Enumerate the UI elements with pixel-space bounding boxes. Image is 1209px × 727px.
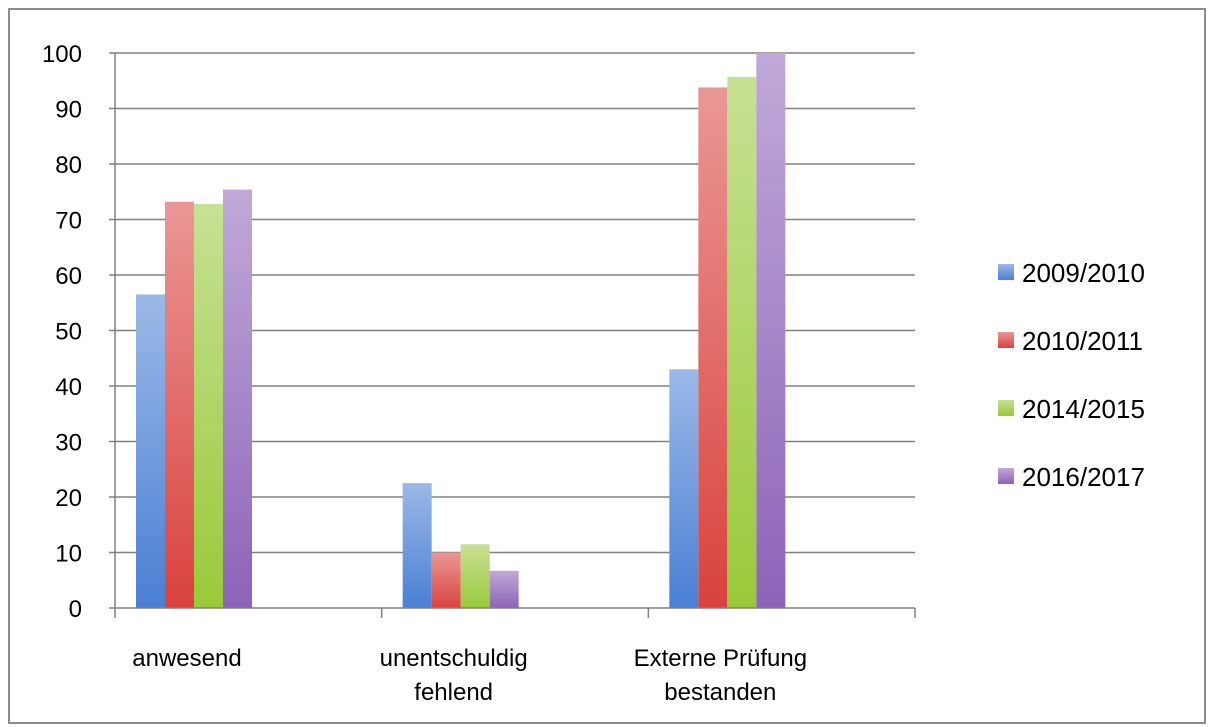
y-tick-label: 20 [55, 485, 82, 512]
bar [402, 483, 432, 608]
y-tick-label: 100 [42, 41, 82, 68]
axes: 0 10 20 30 40 50 60 70 80 90 100 anwesend unentschul… [42, 41, 916, 706]
y-tick-label: 0 [69, 596, 82, 623]
y-tick-label: 70 [55, 208, 82, 235]
legend: 2009/2010 2010/2011 2014/2015 2016/2017 [998, 258, 1145, 492]
legend-label: 2014/2015 [1022, 394, 1145, 424]
legend-swatch [998, 468, 1014, 484]
bar [165, 201, 194, 609]
x-tick-label: Externe Prüfung [634, 645, 807, 672]
bar [223, 189, 252, 608]
legend-swatch [998, 332, 1014, 348]
bar [698, 87, 728, 608]
y-tick-label: 60 [55, 263, 82, 290]
bar [727, 76, 757, 609]
y-tick-label: 30 [55, 430, 82, 457]
x-tick-label: anwesend [132, 645, 241, 672]
y-tick-label: 90 [55, 97, 82, 124]
legend-label: 2009/2010 [1022, 258, 1145, 288]
y-tick-label: 50 [55, 319, 82, 346]
bar [194, 203, 223, 608]
bar [669, 369, 699, 608]
legend-swatch [998, 400, 1014, 416]
x-tick-label: bestanden [664, 679, 776, 706]
bars [136, 53, 786, 609]
y-tick-label: 40 [55, 374, 82, 401]
bar [136, 294, 165, 608]
y-tick-label: 80 [55, 152, 82, 179]
x-tick-label: fehlend [414, 679, 493, 706]
legend-label: 2016/2017 [1022, 462, 1145, 492]
bar [756, 53, 786, 608]
legend-label: 2010/2011 [1022, 326, 1143, 356]
bar [489, 570, 519, 608]
legend-swatch [998, 264, 1014, 280]
x-tick-label: unentschuldig [380, 645, 528, 672]
bar [431, 552, 461, 608]
y-tick-label: 10 [55, 541, 82, 568]
bar [460, 544, 490, 608]
